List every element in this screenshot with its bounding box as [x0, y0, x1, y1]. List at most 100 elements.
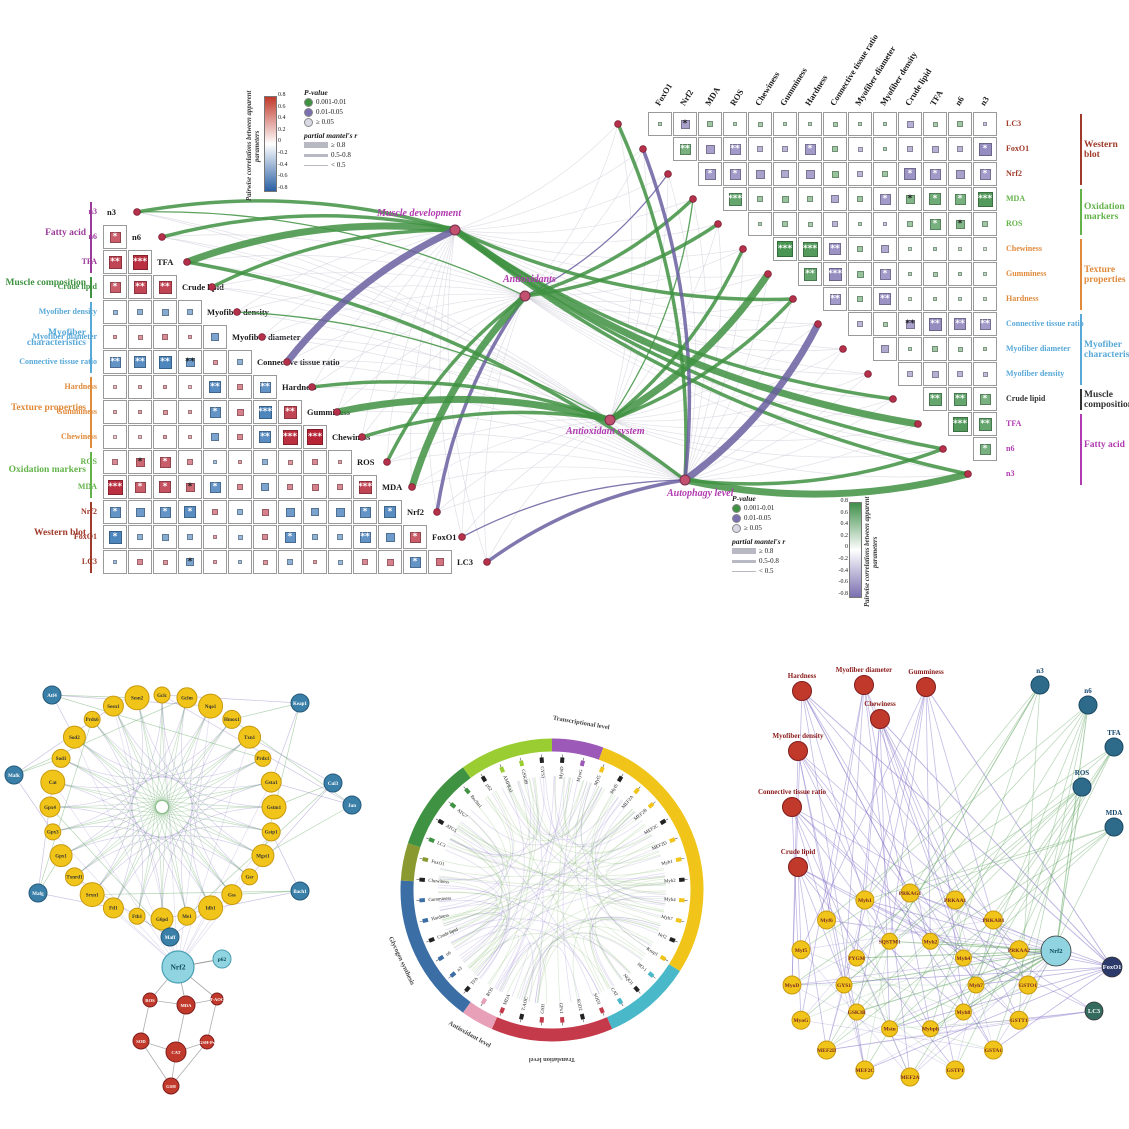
- chord-edge: [438, 900, 508, 977]
- edge: [797, 750, 911, 894]
- legend-scale-title: Pairwise correlations between apparent p…: [246, 90, 261, 202]
- chord-edge: [544, 776, 652, 947]
- correlation-square: [112, 309, 118, 315]
- marker-node: [162, 1077, 180, 1095]
- edge: [74, 719, 233, 878]
- phenotype-node: [916, 677, 936, 697]
- edge: [930, 826, 1115, 942]
- chord-edge: [484, 777, 539, 840]
- edge: [826, 684, 1041, 1051]
- phenotype-node: [788, 857, 808, 877]
- gene-block: [499, 766, 506, 773]
- correlation-cell: **: [103, 250, 127, 274]
- gene-label: Gpx4: [44, 806, 56, 811]
- significance-stars: *: [907, 168, 913, 179]
- gene-label: Mgst1: [256, 854, 270, 859]
- correlation-square: [211, 333, 219, 341]
- edge: [113, 705, 188, 917]
- gene-label: Myh2: [924, 939, 938, 945]
- gene-label: FoxO1: [431, 860, 446, 868]
- column-label: ROS: [727, 87, 746, 108]
- network-edge: [684, 373, 869, 481]
- correlation-square: [237, 359, 243, 365]
- category-bracket: [90, 452, 92, 498]
- correlation-square: [857, 296, 863, 302]
- correlation-cell: *: [723, 162, 747, 186]
- network-edge: [609, 198, 694, 421]
- correlation-cell: [428, 550, 452, 574]
- phenotype-node: [1078, 695, 1098, 715]
- gene-label: Gclc: [157, 694, 167, 699]
- gene-label: MEF2B: [634, 808, 649, 822]
- correlation-square: [212, 359, 218, 365]
- edge: [801, 690, 911, 894]
- correlation-cell: [898, 287, 922, 311]
- category-bracket: [1080, 389, 1082, 410]
- correlation-square: [238, 560, 242, 564]
- correlation-cell: [328, 550, 352, 574]
- correlation-square: [162, 559, 168, 565]
- correlation-cell: [973, 337, 997, 361]
- significance-stars: *: [187, 506, 193, 517]
- correlation-square: [134, 481, 146, 493]
- variable-label: Connective tissue ratio: [257, 357, 340, 367]
- gene-node: [945, 890, 965, 910]
- chord-edge: [521, 932, 643, 1001]
- legend-tick: -0.6: [838, 579, 849, 586]
- correlation-cell: [178, 400, 202, 424]
- ring-segment: [400, 843, 421, 882]
- network-edge: [681, 320, 822, 484]
- edge: [909, 684, 1041, 894]
- gene-label: GYS1: [539, 766, 545, 779]
- ring-segment-label: Translation level: [529, 1056, 575, 1063]
- chord-edge: [532, 777, 544, 1003]
- edge: [889, 966, 1113, 1030]
- chord-edge: [572, 881, 666, 1002]
- chord-edge: [516, 936, 631, 999]
- correlation-cell: ***: [103, 475, 127, 499]
- correlation-square: [188, 435, 192, 439]
- correlation-square: [285, 507, 295, 517]
- gene-node: [102, 897, 124, 919]
- correlation-cell: [128, 425, 152, 449]
- chord-edge: [594, 804, 650, 950]
- legend-pvalue-item: ≥ 0.05: [304, 117, 394, 127]
- network-edge: [524, 248, 744, 297]
- correlation-cell: *: [128, 475, 152, 499]
- gene-node: [153, 686, 171, 704]
- gene-label: Myf5: [594, 774, 603, 786]
- significance-stars: ***: [802, 243, 818, 254]
- hub-node: [1101, 956, 1123, 978]
- edge: [136, 694, 163, 917]
- correlation-cell: *: [948, 212, 972, 236]
- chord-edge: [594, 799, 666, 895]
- chord-edge: [464, 778, 535, 964]
- edge: [993, 786, 1083, 1051]
- significance-stars: *: [362, 506, 368, 517]
- gene-label: Txn1: [244, 736, 256, 741]
- network-edge: [485, 478, 687, 564]
- correlation-cell: [923, 137, 947, 161]
- edge: [863, 684, 964, 959]
- mantel-line: [304, 164, 328, 166]
- edge: [52, 781, 188, 917]
- correlation-cell: ***: [253, 400, 277, 424]
- edge: [113, 697, 188, 909]
- legend-tick: 0: [845, 544, 848, 551]
- network-edge: [454, 173, 669, 231]
- variable-label: n3: [107, 207, 116, 217]
- gene-label: LC3: [436, 841, 446, 849]
- correlation-cell: [128, 550, 152, 574]
- chord-edge: [439, 867, 503, 962]
- correlation-cell: [748, 212, 772, 236]
- legend-tick: -0.8: [838, 590, 849, 597]
- edge: [826, 684, 865, 921]
- legend-mantel-item: ≥ 0.8: [732, 546, 822, 556]
- edge: [864, 984, 1029, 1071]
- correlation-cell: [898, 112, 922, 136]
- edge: [161, 758, 264, 920]
- network-edge: [361, 295, 526, 438]
- chord-edge: [443, 809, 633, 927]
- pvalue-dot: [732, 503, 741, 513]
- network-edge: [524, 295, 819, 331]
